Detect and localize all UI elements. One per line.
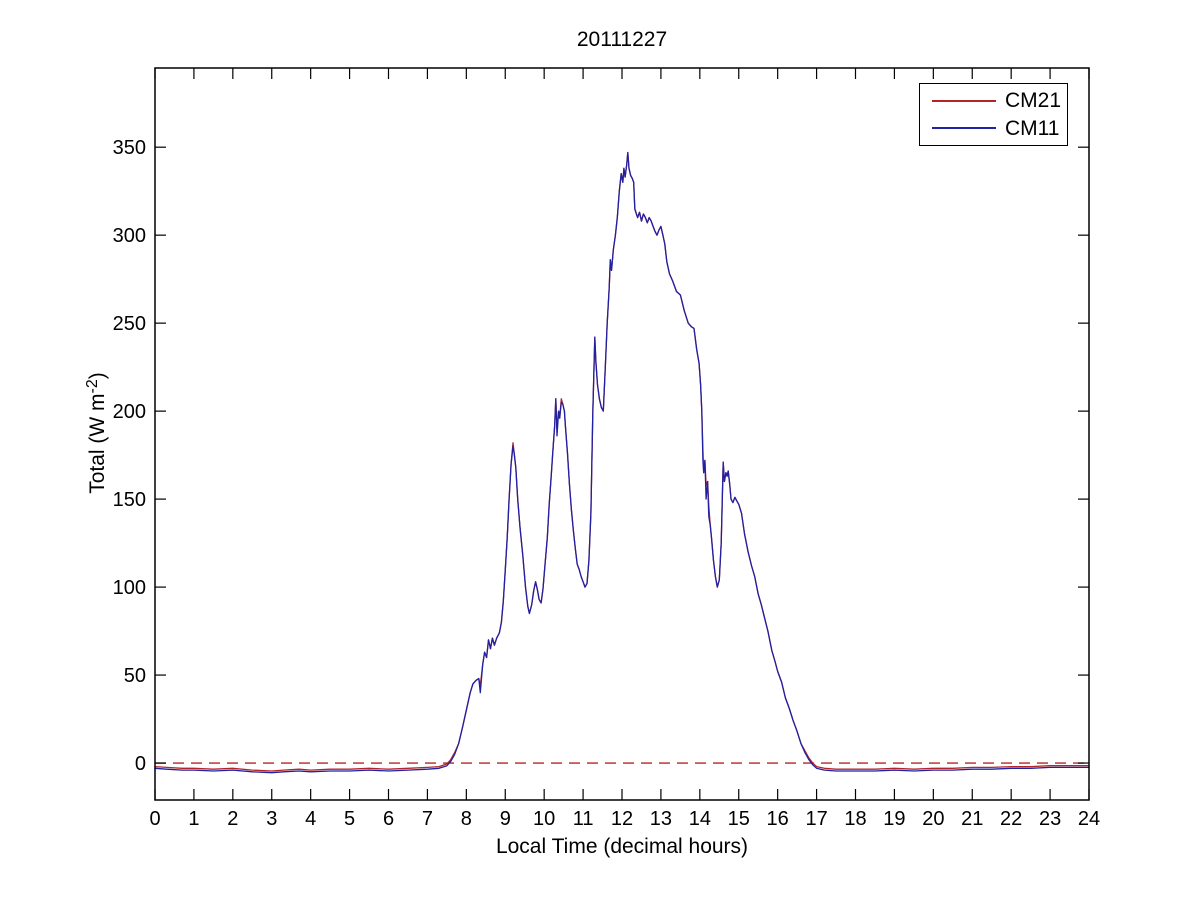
- x-tick-label: 6: [383, 808, 394, 830]
- x-tick-label: 13: [650, 808, 672, 830]
- x-tick-label: 2: [227, 808, 238, 830]
- legend-label-cm21: CM21: [1005, 89, 1062, 113]
- y-axis-label-close: ): [86, 372, 109, 380]
- legend-item-cm21: CM21: [932, 90, 1067, 111]
- y-tick-label: 300: [113, 225, 146, 247]
- x-ticks: 0 1 2 3 4 5 6 7 8 9 10 11 12 13 14 15 16 17 18 19 20 21 22 23 24: [149, 68, 1100, 830]
- x-tick-label: 9: [500, 808, 511, 830]
- x-tick-label: 14: [689, 808, 711, 830]
- x-axis-label: Local Time (decimal hours): [495, 835, 749, 858]
- x-tick-label: 20: [922, 808, 944, 830]
- y-tick-label: 350: [113, 137, 146, 159]
- x-tick-label: 5: [344, 808, 355, 830]
- y-tick-label: 250: [113, 313, 146, 335]
- series-line-cm21: [154, 151, 1090, 772]
- legend-line-sample-cm21: [932, 99, 996, 102]
- x-tick-label: 18: [844, 808, 866, 830]
- y-axis-label-superscript: -2: [84, 379, 101, 394]
- x-tick-label: 3: [266, 808, 277, 830]
- chart-title: 20111227: [576, 28, 668, 51]
- x-tick-label: 22: [1000, 808, 1022, 830]
- y-tick-label: 0: [135, 753, 146, 775]
- x-tick-label: 1: [188, 808, 199, 830]
- legend-line-sample-cm11: [932, 127, 996, 130]
- x-tick-label: 24: [1078, 808, 1100, 830]
- x-tick-label: 10: [533, 808, 555, 830]
- x-tick-label: 16: [767, 808, 789, 830]
- y-ticks: 0 50 100 150 200 250 300 350: [113, 137, 1089, 775]
- legend: CM21 CM11: [919, 83, 1068, 146]
- series-line-cm11: [154, 151, 1090, 774]
- x-tick-label: 12: [611, 808, 633, 830]
- y-tick-label: 200: [113, 401, 146, 423]
- x-tick-label: 11: [573, 808, 594, 830]
- x-tick-label: 4: [305, 808, 316, 830]
- x-tick-label: 21: [961, 808, 983, 830]
- x-tick-label: 15: [728, 808, 750, 830]
- x-tick-label: 17: [805, 808, 827, 830]
- y-axis-label-main: Total (W m: [86, 393, 109, 494]
- x-tick-label: 7: [422, 808, 433, 830]
- y-tick-label: 100: [113, 577, 146, 599]
- y-tick-label: 50: [124, 665, 146, 687]
- x-tick-label: 19: [883, 808, 905, 830]
- y-tick-label: 150: [113, 489, 146, 511]
- x-tick-label: 8: [461, 808, 472, 830]
- legend-item-cm11: CM11: [932, 118, 1067, 139]
- x-tick-label: 23: [1039, 808, 1061, 830]
- y-axis-label: Total (W m-2): [84, 372, 110, 494]
- x-tick-label: 0: [149, 808, 160, 830]
- legend-label-cm11: CM11: [1005, 116, 1060, 140]
